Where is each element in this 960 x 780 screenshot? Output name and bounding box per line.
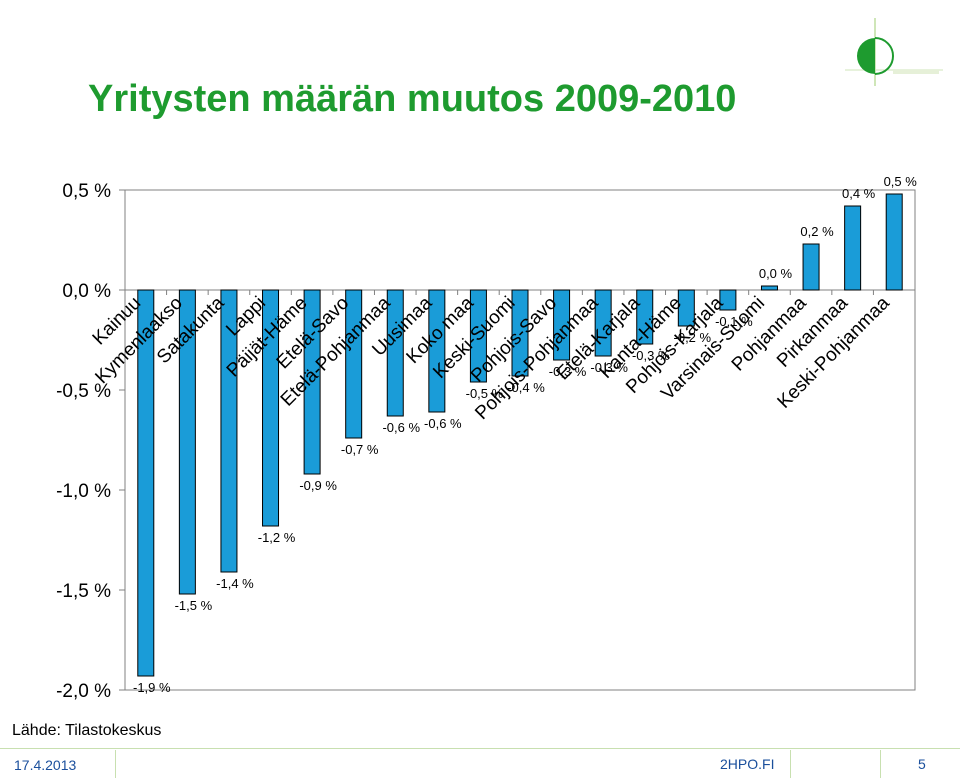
y-tick-label: -2,0 % — [56, 681, 111, 702]
slide-title: Yritysten määrän muutos 2009-2010 — [88, 78, 737, 120]
bar — [345, 289, 363, 439]
bar — [802, 243, 820, 291]
data-label: -0,7 % — [341, 442, 379, 457]
data-label: -1,5 % — [175, 598, 213, 613]
data-label: -0,3 % — [632, 348, 670, 363]
data-label: 0,5 % — [884, 174, 918, 189]
bar-chart: 0,5 % 0,0 % -0,5 % -1,0 % -1,5 % -2,0 % -1,9 %… — [56, 174, 918, 702]
bar — [553, 289, 571, 361]
data-label: -0,6 % — [424, 416, 462, 431]
footer-page-number: 5 — [918, 756, 926, 772]
y-tick-label: 0,0 % — [62, 281, 111, 302]
footer-site: 2HPO.FI — [720, 756, 775, 772]
data-label: -0,2 % — [674, 330, 712, 345]
y-tick-label: -1,0 % — [56, 481, 111, 502]
data-label: -0,4 % — [507, 380, 545, 395]
bar — [594, 289, 612, 357]
bar — [178, 289, 196, 595]
footer-separator — [880, 750, 881, 778]
bar — [137, 289, 155, 677]
bar — [428, 289, 446, 413]
data-label: -0,6 % — [382, 420, 420, 435]
data-label: 0,2 % — [800, 224, 834, 239]
bar — [511, 289, 529, 377]
data-label: -0,9 % — [299, 478, 337, 493]
data-label: -1,4 % — [216, 576, 254, 591]
bar — [262, 289, 280, 527]
bar — [386, 289, 404, 417]
data-label: -0,3 % — [590, 360, 628, 375]
data-label: -1,2 % — [258, 530, 296, 545]
bar — [303, 289, 321, 475]
y-tick-label: 0,5 % — [62, 181, 111, 202]
data-label: -0,1 % — [715, 314, 753, 329]
plot-frame — [124, 189, 916, 691]
data-label: -1,9 % — [133, 680, 171, 695]
footer-separator — [115, 750, 116, 778]
bar — [636, 289, 654, 345]
bar — [844, 205, 862, 291]
bar — [760, 285, 778, 291]
data-label: -0,3 % — [549, 364, 587, 379]
bar — [885, 193, 903, 291]
footer-separator — [790, 750, 791, 778]
footer-divider — [0, 748, 960, 749]
y-tick-label: -1,5 % — [56, 581, 111, 602]
data-label: 0,4 % — [842, 186, 876, 201]
2hpo-logo-icon — [845, 18, 943, 86]
bar — [220, 289, 238, 573]
source-note: Lähde: Tilastokeskus — [12, 722, 162, 739]
bar — [677, 289, 695, 327]
bar — [719, 289, 737, 311]
bar — [469, 289, 487, 383]
footer-date: 17.4.2013 — [14, 757, 77, 773]
data-label: 0,0 % — [759, 266, 793, 281]
y-tick-label: -0,5 % — [56, 381, 111, 402]
data-label: -0,5 % — [466, 386, 504, 401]
